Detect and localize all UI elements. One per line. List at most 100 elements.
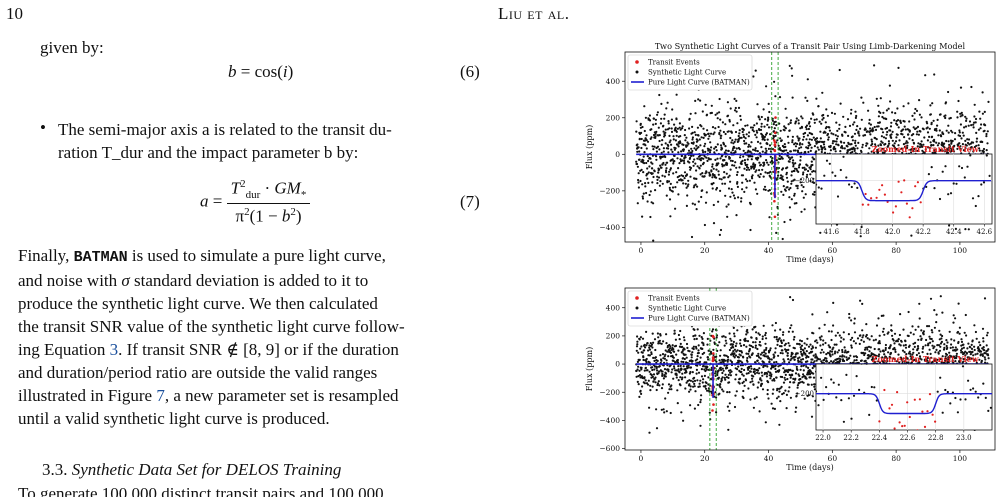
data-point (654, 376, 657, 379)
data-point (904, 128, 907, 131)
data-point (797, 122, 800, 125)
axes-frame (624, 287, 996, 451)
data-point (699, 144, 702, 147)
data-point (670, 371, 673, 374)
para-line-3: the transit SNR value of the synthetic l… (18, 317, 405, 336)
data-point (693, 328, 696, 331)
data-point (638, 395, 641, 398)
data-point (650, 128, 653, 131)
data-point (652, 148, 655, 151)
data-point (860, 359, 863, 362)
data-point (662, 147, 665, 150)
data-point (883, 353, 886, 356)
equation-3-link[interactable]: 3 (109, 340, 119, 359)
data-point (646, 200, 649, 203)
data-point (687, 183, 690, 186)
data-point (645, 357, 648, 361)
data-point (726, 360, 729, 363)
data-point (766, 388, 769, 392)
inset-data-point (956, 411, 959, 414)
data-point (939, 358, 942, 361)
data-point (705, 381, 708, 385)
data-point (915, 127, 918, 130)
data-point (769, 170, 772, 173)
data-point (754, 147, 757, 150)
data-point (763, 185, 767, 188)
data-point (734, 138, 737, 141)
data-point (965, 119, 968, 122)
data-point (706, 159, 709, 162)
data-point (692, 160, 695, 163)
data-point (644, 185, 647, 188)
figure-7-link[interactable]: 7 (156, 386, 165, 405)
data-point (774, 329, 777, 332)
data-point (759, 353, 762, 356)
data-point (884, 343, 887, 347)
data-point (799, 339, 802, 342)
inset-data-point (835, 396, 838, 399)
data-point (696, 126, 699, 129)
inset-data-point (949, 402, 952, 405)
data-point (854, 139, 857, 142)
inset-data-point (980, 183, 983, 186)
data-point (674, 147, 677, 150)
legend-label-synthetic: Synthetic Light Curve (648, 305, 726, 313)
data-point (942, 348, 946, 351)
data-point (739, 354, 742, 357)
data-point (691, 125, 694, 128)
data-point (789, 218, 792, 221)
data-point (714, 391, 717, 394)
x-tick-label: 0 (639, 246, 644, 255)
data-point (635, 345, 639, 348)
data-point (792, 377, 795, 380)
inset-data-point (850, 185, 853, 189)
data-point (789, 186, 792, 190)
data-point (637, 383, 640, 386)
data-point (951, 359, 954, 362)
data-point (741, 361, 744, 364)
data-point (702, 332, 705, 335)
data-point (753, 367, 756, 371)
data-point (744, 178, 748, 181)
data-point (656, 182, 659, 185)
data-point (735, 214, 738, 217)
data-point (833, 352, 836, 355)
equation-7-fraction: T2dur · GM* π2(1 − b2) (226, 178, 311, 227)
data-point (668, 388, 671, 391)
data-point (791, 135, 794, 138)
data-point (790, 198, 793, 201)
data-point (823, 146, 826, 149)
data-point (722, 390, 725, 393)
data-point (957, 302, 960, 305)
inset-data-point (949, 192, 953, 195)
data-point (746, 360, 749, 363)
data-point (763, 161, 766, 164)
data-point (640, 168, 643, 171)
data-point (651, 385, 654, 388)
data-point (885, 117, 888, 121)
data-point (941, 355, 944, 358)
data-point (805, 138, 808, 141)
data-point (902, 344, 905, 347)
data-point (767, 163, 770, 166)
data-point (651, 172, 654, 175)
data-point (672, 348, 675, 351)
data-point (761, 337, 764, 341)
data-point (759, 142, 762, 145)
data-point (982, 337, 985, 340)
data-point (695, 347, 698, 350)
data-point (800, 365, 803, 368)
data-point (813, 121, 816, 124)
data-point (643, 349, 646, 352)
data-point (768, 110, 771, 114)
data-point (671, 190, 674, 193)
data-point (973, 103, 976, 106)
data-point (723, 164, 726, 167)
data-point (836, 351, 839, 354)
data-point (694, 112, 697, 115)
data-point (718, 177, 721, 180)
inset-model-curve (816, 180, 992, 202)
data-point (751, 380, 754, 383)
data-point (967, 138, 971, 141)
transit-event-point (712, 403, 715, 406)
